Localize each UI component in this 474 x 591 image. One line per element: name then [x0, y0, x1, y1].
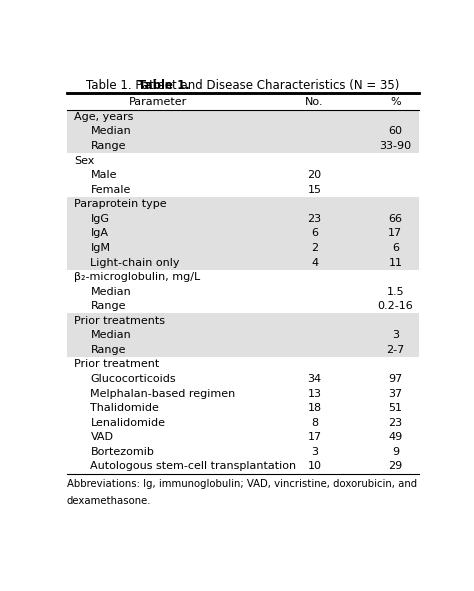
- Text: 97: 97: [388, 374, 402, 384]
- Text: 2-7: 2-7: [386, 345, 404, 355]
- Text: Range: Range: [91, 301, 126, 311]
- Bar: [66, 387, 419, 401]
- Bar: [66, 357, 419, 372]
- Bar: [66, 415, 419, 430]
- Text: Median: Median: [91, 126, 131, 137]
- Text: 33-90: 33-90: [379, 141, 411, 151]
- Text: β₂-microglobulin, mg/L: β₂-microglobulin, mg/L: [74, 272, 200, 282]
- Bar: [66, 139, 419, 153]
- Bar: [66, 168, 419, 183]
- Bar: [66, 197, 419, 212]
- Text: 9: 9: [392, 447, 399, 457]
- Text: 6: 6: [311, 228, 318, 238]
- Text: 10: 10: [308, 462, 321, 472]
- Bar: [66, 401, 419, 415]
- Text: 4: 4: [311, 258, 318, 268]
- Bar: [66, 372, 419, 387]
- Text: 3: 3: [311, 447, 318, 457]
- Bar: [66, 430, 419, 444]
- Bar: [66, 124, 419, 139]
- Text: Median: Median: [91, 330, 131, 340]
- Bar: [66, 109, 419, 124]
- Text: Range: Range: [91, 141, 126, 151]
- Bar: [66, 269, 419, 284]
- Text: 6: 6: [392, 243, 399, 253]
- Bar: [66, 444, 419, 459]
- Text: Prior treatment: Prior treatment: [74, 359, 159, 369]
- Text: 17: 17: [388, 228, 402, 238]
- Bar: [66, 255, 419, 269]
- Text: 11: 11: [388, 258, 402, 268]
- Text: IgG: IgG: [91, 214, 109, 224]
- Text: Female: Female: [91, 185, 131, 194]
- Bar: [66, 226, 419, 241]
- Text: 0.2-16: 0.2-16: [377, 301, 413, 311]
- Text: Median: Median: [91, 287, 131, 297]
- Text: No.: No.: [305, 97, 324, 107]
- Text: 49: 49: [388, 432, 402, 442]
- Text: 60: 60: [388, 126, 402, 137]
- Bar: [66, 153, 419, 168]
- Text: Prior treatments: Prior treatments: [74, 316, 165, 326]
- Text: Sex: Sex: [74, 155, 94, 165]
- Text: IgA: IgA: [91, 228, 109, 238]
- Text: Male: Male: [91, 170, 117, 180]
- Bar: [66, 343, 419, 357]
- Text: Table 1.: Table 1.: [138, 79, 190, 92]
- Text: Age, years: Age, years: [74, 112, 133, 122]
- Text: IgM: IgM: [91, 243, 110, 253]
- Text: 66: 66: [388, 214, 402, 224]
- Text: Autologous stem-cell transplantation: Autologous stem-cell transplantation: [91, 462, 297, 472]
- Text: Paraprotein type: Paraprotein type: [74, 199, 166, 209]
- Text: 37: 37: [388, 388, 402, 398]
- Text: 23: 23: [388, 418, 402, 428]
- Text: 8: 8: [311, 418, 318, 428]
- Text: dexamethasone.: dexamethasone.: [66, 496, 151, 506]
- Text: 17: 17: [308, 432, 322, 442]
- Text: 18: 18: [308, 403, 322, 413]
- Text: 29: 29: [388, 462, 402, 472]
- Text: Light-chain only: Light-chain only: [91, 258, 180, 268]
- Bar: [66, 284, 419, 299]
- Text: 15: 15: [308, 185, 321, 194]
- Bar: [66, 299, 419, 313]
- Bar: [66, 459, 419, 473]
- Text: 20: 20: [308, 170, 322, 180]
- Text: Lenalidomide: Lenalidomide: [91, 418, 165, 428]
- Text: Bortezomib: Bortezomib: [91, 447, 155, 457]
- Text: 34: 34: [308, 374, 322, 384]
- Text: VAD: VAD: [91, 432, 113, 442]
- Bar: [66, 212, 419, 226]
- Bar: [66, 241, 419, 255]
- Text: Glucocorticoids: Glucocorticoids: [91, 374, 176, 384]
- Text: 2: 2: [311, 243, 318, 253]
- Text: Thalidomide: Thalidomide: [91, 403, 159, 413]
- Text: 1.5: 1.5: [387, 287, 404, 297]
- Text: Range: Range: [91, 345, 126, 355]
- Bar: [66, 183, 419, 197]
- Text: 51: 51: [388, 403, 402, 413]
- Bar: [66, 328, 419, 343]
- Text: %: %: [390, 97, 401, 107]
- Bar: [66, 313, 419, 328]
- Text: Table 1. Patient and Disease Characteristics (N = 35): Table 1. Patient and Disease Characteris…: [86, 79, 400, 92]
- Text: 3: 3: [392, 330, 399, 340]
- Text: 13: 13: [308, 388, 321, 398]
- Text: 23: 23: [308, 214, 322, 224]
- Text: Abbreviations: Ig, immunoglobulin; VAD, vincristine, doxorubicin, and: Abbreviations: Ig, immunoglobulin; VAD, …: [66, 479, 417, 489]
- Bar: [66, 92, 419, 109]
- Text: Melphalan-based regimen: Melphalan-based regimen: [91, 388, 236, 398]
- Text: Parameter: Parameter: [129, 97, 188, 107]
